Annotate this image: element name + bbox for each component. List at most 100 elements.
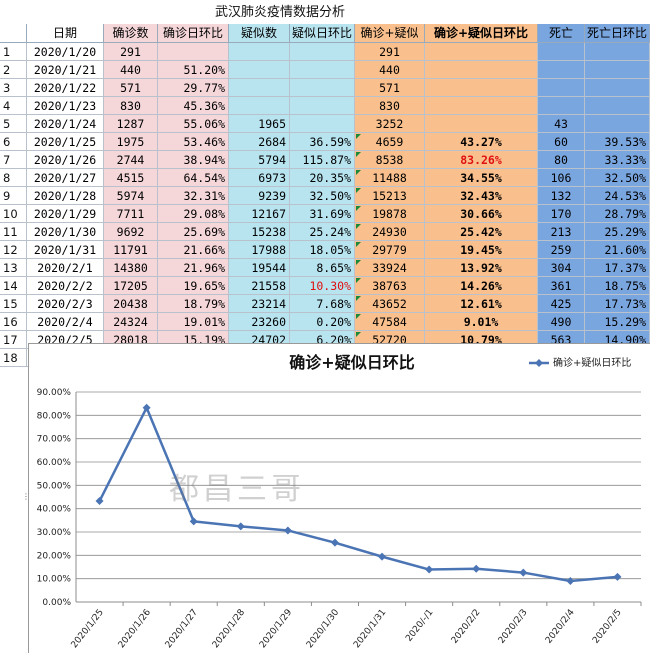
table-cell[interactable]: 29.08% [158,205,229,223]
table-cell[interactable]: 0.20% [290,313,355,331]
row-number[interactable]: 4 [0,97,27,115]
row-number[interactable]: 14 [0,277,27,295]
table-cell[interactable]: 490 [538,313,585,331]
column-header[interactable]: 确诊数 [104,24,158,43]
table-cell[interactable]: 32.50% [290,187,355,205]
row-number[interactable]: 12 [0,241,27,259]
table-cell[interactable]: 21.96% [158,259,229,277]
table-cell[interactable]: 12167 [229,205,290,223]
table-cell[interactable]: 10.30% [290,277,355,295]
table-cell[interactable] [585,43,650,61]
row-number[interactable]: 1 [0,43,27,61]
table-cell[interactable]: 33.33% [585,151,650,169]
table-cell[interactable]: 440 [104,61,158,79]
table-cell[interactable]: 291 [355,43,425,61]
table-cell[interactable] [585,115,650,133]
table-cell[interactable]: 361 [538,277,585,295]
table-cell[interactable]: 43652 [355,295,425,313]
row-number[interactable]: 17 [0,331,27,349]
table-cell[interactable]: 14380 [104,259,158,277]
table-cell[interactable]: 2020/2/1 [27,259,104,277]
row-number[interactable]: 9 [0,187,27,205]
table-cell[interactable]: 17.73% [585,295,650,313]
sheet-title[interactable]: 武汉肺炎疫情数据分析 [214,5,345,20]
table-cell[interactable]: 19544 [229,259,290,277]
table-cell[interactable] [425,115,538,133]
row-number[interactable]: 13 [0,259,27,277]
table-cell[interactable]: 53.46% [158,133,229,151]
corner-cell[interactable] [0,24,27,43]
table-cell[interactable]: 64.54% [158,169,229,187]
table-cell[interactable]: 38.94% [158,151,229,169]
table-cell[interactable] [229,97,290,115]
table-cell[interactable]: 39.53% [585,133,650,151]
table-cell[interactable]: 4659 [355,133,425,151]
table-cell[interactable]: 425 [538,295,585,313]
table-cell[interactable]: 34.55% [425,169,538,187]
table-cell[interactable]: 13.92% [425,259,538,277]
row-number[interactable]: 18 [0,349,27,367]
table-cell[interactable]: 2020/1/22 [27,79,104,97]
table-cell[interactable]: 29779 [355,241,425,259]
row-number[interactable]: 11 [0,223,27,241]
table-cell[interactable]: 2020/1/29 [27,205,104,223]
row-number[interactable]: 8 [0,169,27,187]
embedded-chart[interactable]: 0.00% 10.00% 20.00% 30.00% 40.00% 50.00% 60.00… [28,343,650,653]
table-cell[interactable]: 18.05% [290,241,355,259]
table-cell[interactable] [290,43,355,61]
table-cell[interactable]: 12.61% [425,295,538,313]
table-cell[interactable]: 11488 [355,169,425,187]
table-cell[interactable]: 21.66% [158,241,229,259]
chart-resize-handle-top[interactable]: ⋯ [345,334,353,343]
table-cell[interactable]: 2020/1/28 [27,187,104,205]
table-cell[interactable]: 132 [538,187,585,205]
table-cell[interactable]: 83.26% [425,151,538,169]
table-cell[interactable] [229,43,290,61]
table-cell[interactable] [538,79,585,97]
table-cell[interactable]: 33924 [355,259,425,277]
table-cell[interactable]: 20438 [104,295,158,313]
column-header[interactable]: 疑似日环比 [290,24,355,43]
row-number[interactable]: 7 [0,151,27,169]
table-cell[interactable]: 21.60% [585,241,650,259]
table-cell[interactable]: 830 [104,97,158,115]
table-cell[interactable] [290,61,355,79]
table-cell[interactable]: 2020/1/20 [27,43,104,61]
table-cell[interactable]: 3252 [355,115,425,133]
table-cell[interactable] [290,79,355,97]
row-number[interactable]: 3 [0,79,27,97]
table-cell[interactable]: 2684 [229,133,290,151]
table-cell[interactable]: 571 [104,79,158,97]
table-cell[interactable]: 2020/1/21 [27,61,104,79]
table-cell[interactable]: 36.59% [290,133,355,151]
table-cell[interactable]: 2020/1/30 [27,223,104,241]
table-cell[interactable]: 259 [538,241,585,259]
table-cell[interactable]: 19.01% [158,313,229,331]
table-cell[interactable]: 7.68% [290,295,355,313]
table-cell[interactable]: 6973 [229,169,290,187]
table-cell[interactable]: 19.45% [425,241,538,259]
column-header[interactable]: 确诊日环比 [158,24,229,43]
column-header[interactable]: 确诊+疑似 [355,24,425,43]
row-number[interactable]: 6 [0,133,27,151]
table-cell[interactable]: 25.42% [425,223,538,241]
table-cell[interactable] [538,43,585,61]
table-cell[interactable] [290,97,355,115]
row-number[interactable]: 2 [0,61,27,79]
table-cell[interactable] [425,97,538,115]
table-cell[interactable]: 32.31% [158,187,229,205]
table-cell[interactable]: 23260 [229,313,290,331]
table-cell[interactable]: 17988 [229,241,290,259]
table-cell[interactable] [585,97,650,115]
table-cell[interactable]: 32.43% [425,187,538,205]
table-cell[interactable]: 38763 [355,277,425,295]
table-cell[interactable]: 2020/2/4 [27,313,104,331]
table-cell[interactable]: 43 [538,115,585,133]
table-cell[interactable]: 5794 [229,151,290,169]
table-cell[interactable]: 17205 [104,277,158,295]
table-cell[interactable]: 213 [538,223,585,241]
table-cell[interactable]: 440 [355,61,425,79]
table-cell[interactable]: 9239 [229,187,290,205]
row-number[interactable]: 10 [0,205,27,223]
table-cell[interactable]: 15213 [355,187,425,205]
